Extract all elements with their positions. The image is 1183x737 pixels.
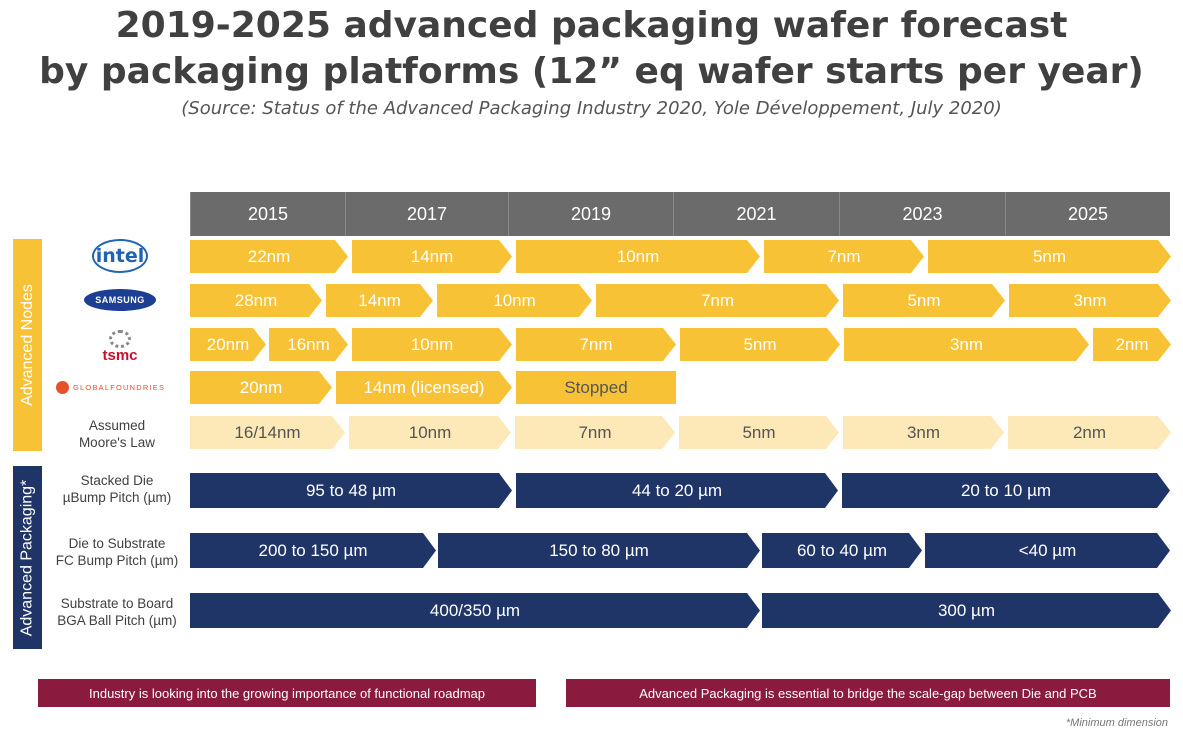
tsmc-logo: tsmc — [97, 326, 143, 366]
title-line-1: 2019-2025 advanced packaging wafer forec… — [115, 5, 1068, 46]
tsmc-node-arrow: 5nm — [680, 328, 840, 361]
samsung-node-arrow: 14nm — [326, 284, 433, 317]
tsmc-node-arrow: 2nm — [1093, 328, 1171, 361]
samsung-node-arrow: 5nm — [843, 284, 1005, 317]
row-label-fc-bump: Die to Substrate FC Bump Pitch (µm) — [55, 536, 179, 568]
samsung-node-arrow: 3nm — [1009, 284, 1171, 317]
year-header-2025: 2025 — [1005, 192, 1170, 236]
globalfoundries-logo: GLOBALFOUNDRIES — [56, 378, 186, 396]
tsmc-node-arrow: 20nm — [190, 328, 266, 361]
title-line-2: by packaging platforms (12” eq wafer sta… — [39, 51, 1144, 92]
bga-ball-arrow: 400/350 µm — [190, 593, 760, 628]
note-functional-roadmap: Industry is looking into the growing imp… — [38, 679, 536, 707]
moores-law-arrow: 16/14nm — [190, 416, 345, 449]
subtitle: (Source: Status of the Advanced Packagin… — [181, 98, 1002, 119]
globalfoundries-stopped-box: Stopped — [516, 371, 676, 404]
moores-law-arrow: 7nm — [515, 416, 675, 449]
stacked-die-arrow: 95 to 48 µm — [190, 473, 512, 508]
fc-bump-arrow: 150 to 80 µm — [438, 533, 760, 568]
globalfoundries-node-arrow: 20nm — [190, 371, 332, 404]
stacked-die-arrow: 20 to 10 µm — [842, 473, 1170, 508]
intel-node-arrow: 10nm — [516, 240, 760, 273]
tsmc-node-arrow: 3nm — [844, 328, 1089, 361]
intel-node-arrow: 22nm — [190, 240, 348, 273]
globalfoundries-dot-icon — [56, 380, 69, 394]
intel-logo: intel — [92, 239, 148, 273]
year-header-2019: 2019 — [508, 192, 673, 236]
year-header-2021: 2021 — [673, 192, 839, 236]
samsung-node-arrow: 10nm — [437, 284, 592, 317]
side-label-advanced-nodes: Advanced Nodes — [13, 239, 42, 451]
side-label-advanced-packaging: Advanced Packaging* — [13, 466, 42, 649]
intel-node-arrow: 14nm — [352, 240, 512, 273]
fc-bump-arrow: 200 to 150 µm — [190, 533, 436, 568]
intel-node-arrow: 7nm — [764, 240, 924, 273]
samsung-node-arrow: 28nm — [190, 284, 322, 317]
moores-law-arrow: 3nm — [843, 416, 1004, 449]
footnote: *Minimum dimension — [1065, 717, 1168, 729]
samsung-node-arrow: 7nm — [596, 284, 839, 317]
row-label-stacked-die: Stacked Die µBump Pitch (µm) — [62, 473, 172, 505]
fc-bump-arrow: <40 µm — [925, 533, 1170, 568]
tsmc-node-arrow: 7nm — [516, 328, 676, 361]
stacked-die-arrow: 44 to 20 µm — [516, 473, 838, 508]
year-header-2023: 2023 — [839, 192, 1005, 236]
bga-ball-arrow: 300 µm — [762, 593, 1171, 628]
note-scale-gap: Advanced Packaging is essential to bridg… — [566, 679, 1170, 707]
globalfoundries-node-arrow: 14nm (licensed) — [336, 371, 512, 404]
fc-bump-arrow: 60 to 40 µm — [762, 533, 922, 568]
moores-law-arrow: 10nm — [349, 416, 511, 449]
tsmc-node-arrow: 10nm — [352, 328, 512, 361]
moores-law-arrow: 2nm — [1008, 416, 1171, 449]
row-label-bga-ball: Substrate to Board BGA Ball Pitch (µm) — [57, 596, 177, 628]
samsung-logo: SAMSUNG — [84, 289, 156, 311]
year-header-2015: 2015 — [190, 192, 345, 236]
moores-law-arrow: 5nm — [679, 416, 839, 449]
year-header-2017: 2017 — [345, 192, 508, 236]
tsmc-wheel-icon — [109, 329, 131, 348]
intel-node-arrow: 5nm — [928, 240, 1171, 273]
row-label-moores-law: Assumed Moore's Law — [78, 418, 156, 450]
tsmc-node-arrow: 16nm — [269, 328, 348, 361]
